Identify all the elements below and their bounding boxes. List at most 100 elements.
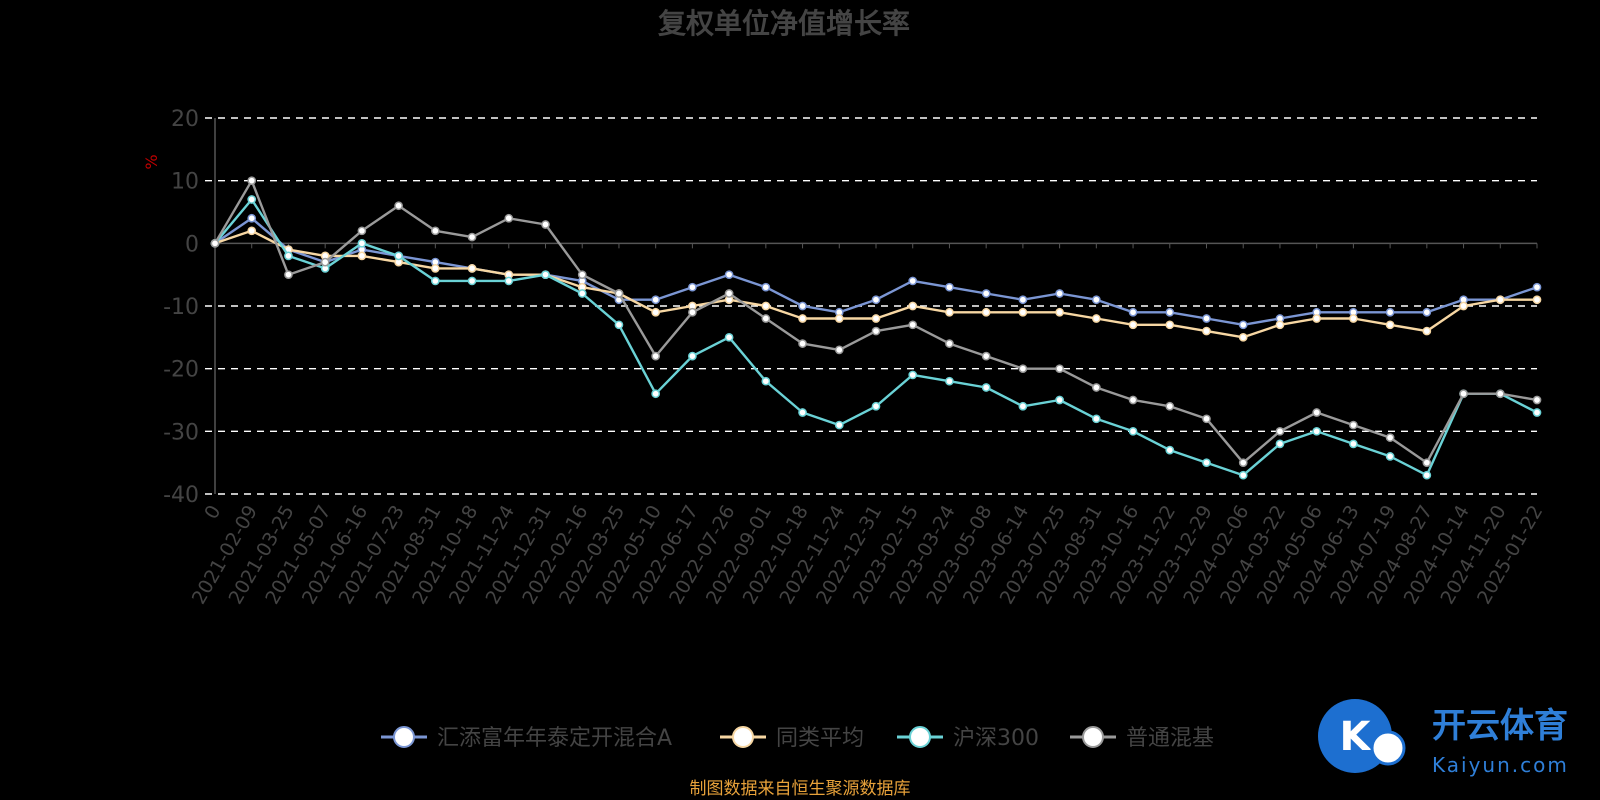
data-point bbox=[1202, 458, 1211, 468]
data-point bbox=[1091, 295, 1101, 305]
data-point bbox=[1091, 314, 1101, 323]
y-tick-label: -40 bbox=[163, 483, 199, 508]
chart-title: 复权单位净值增长率 bbox=[658, 7, 910, 40]
data-point bbox=[1349, 314, 1358, 323]
y-tick-label: -20 bbox=[163, 358, 199, 383]
brand-badge-letter: K bbox=[1340, 714, 1373, 760]
data-point bbox=[430, 226, 440, 236]
data-point bbox=[1275, 426, 1285, 436]
data-point bbox=[1459, 301, 1468, 311]
data-point bbox=[284, 251, 293, 261]
brand-logo: K 开云体育 Kaiyun.com bbox=[1318, 699, 1568, 777]
data-point bbox=[688, 307, 697, 317]
legend-label: 汇添富年年泰定开混合A bbox=[437, 726, 672, 751]
data-point bbox=[1385, 320, 1395, 330]
data-point bbox=[1055, 395, 1064, 405]
data-point bbox=[1091, 383, 1101, 392]
data-point bbox=[541, 220, 550, 229]
data-point bbox=[651, 307, 661, 317]
data-point bbox=[430, 264, 440, 273]
data-point bbox=[1312, 314, 1322, 323]
data-point bbox=[761, 314, 771, 323]
data-point bbox=[834, 345, 844, 355]
data-point bbox=[1055, 364, 1064, 374]
data-point bbox=[945, 307, 954, 317]
data-point bbox=[798, 314, 807, 323]
data-point bbox=[1495, 295, 1505, 305]
legend-label: 普通混基 bbox=[1126, 726, 1214, 751]
data-point bbox=[724, 289, 734, 298]
data-point bbox=[541, 270, 550, 280]
data-point bbox=[467, 276, 477, 286]
data-point bbox=[761, 376, 771, 386]
data-point bbox=[1459, 389, 1468, 399]
data-point bbox=[1202, 314, 1211, 323]
data-point bbox=[1165, 401, 1175, 411]
data-point bbox=[981, 383, 991, 392]
data-source-note: 制图数据来自恒生聚源数据库 bbox=[690, 779, 911, 799]
data-point bbox=[1532, 282, 1542, 292]
data-point bbox=[1165, 445, 1175, 455]
data-point bbox=[834, 420, 844, 430]
data-point bbox=[651, 389, 661, 399]
data-point bbox=[1018, 307, 1028, 317]
data-point bbox=[1275, 439, 1285, 449]
x-tick-label: 0 bbox=[200, 502, 225, 523]
data-point bbox=[798, 408, 807, 417]
data-point bbox=[357, 251, 367, 261]
data-point bbox=[394, 201, 403, 211]
data-point bbox=[247, 195, 257, 204]
data-point bbox=[1128, 395, 1138, 405]
data-point bbox=[357, 238, 367, 248]
y-axis-label: % bbox=[142, 154, 161, 169]
data-point bbox=[614, 320, 624, 330]
data-point bbox=[1385, 452, 1395, 461]
data-point bbox=[724, 270, 734, 280]
data-point bbox=[467, 264, 477, 273]
data-point bbox=[467, 232, 477, 242]
data-point bbox=[1128, 426, 1138, 436]
data-point bbox=[651, 351, 661, 361]
data-point bbox=[871, 326, 881, 336]
data-point bbox=[724, 332, 734, 342]
data-point bbox=[908, 276, 918, 286]
data-point bbox=[1202, 414, 1211, 424]
data-point bbox=[1055, 289, 1064, 298]
series-line bbox=[214, 198, 1538, 477]
data-point bbox=[651, 295, 661, 305]
legend-label: 同类平均 bbox=[776, 726, 864, 751]
data-point bbox=[1385, 433, 1395, 442]
legend-marker-icon bbox=[732, 726, 754, 748]
data-point bbox=[1349, 439, 1358, 449]
grid-layer bbox=[205, 117, 1537, 495]
y-tick-label: 20 bbox=[171, 107, 199, 132]
data-point bbox=[688, 282, 697, 292]
data-point bbox=[1238, 470, 1248, 480]
data-point bbox=[1275, 320, 1285, 330]
data-point bbox=[1055, 307, 1064, 317]
data-point bbox=[1532, 408, 1542, 417]
axis-layer: 20100-10-20-30-4002021-02-092021-03-2520… bbox=[163, 107, 1547, 608]
series-layer bbox=[210, 176, 1542, 480]
y-tick-label: 0 bbox=[185, 232, 199, 257]
series-line bbox=[214, 217, 1538, 326]
data-point bbox=[247, 226, 257, 236]
data-point bbox=[761, 282, 771, 292]
data-point bbox=[908, 370, 918, 380]
data-point bbox=[871, 401, 881, 411]
legend-marker-icon bbox=[393, 726, 415, 748]
data-point bbox=[1238, 320, 1248, 330]
brand-name: 开云体育 bbox=[1432, 706, 1568, 746]
data-point bbox=[1422, 307, 1432, 317]
data-point bbox=[210, 238, 220, 248]
data-point bbox=[614, 289, 624, 298]
data-point bbox=[688, 351, 697, 361]
y-tick-label: -10 bbox=[163, 295, 199, 320]
data-point bbox=[908, 320, 918, 330]
legend-label: 沪深300 bbox=[953, 726, 1039, 751]
data-point bbox=[981, 351, 991, 361]
data-point bbox=[834, 314, 844, 323]
data-point bbox=[1165, 307, 1175, 317]
legend-marker-icon bbox=[1082, 726, 1104, 748]
